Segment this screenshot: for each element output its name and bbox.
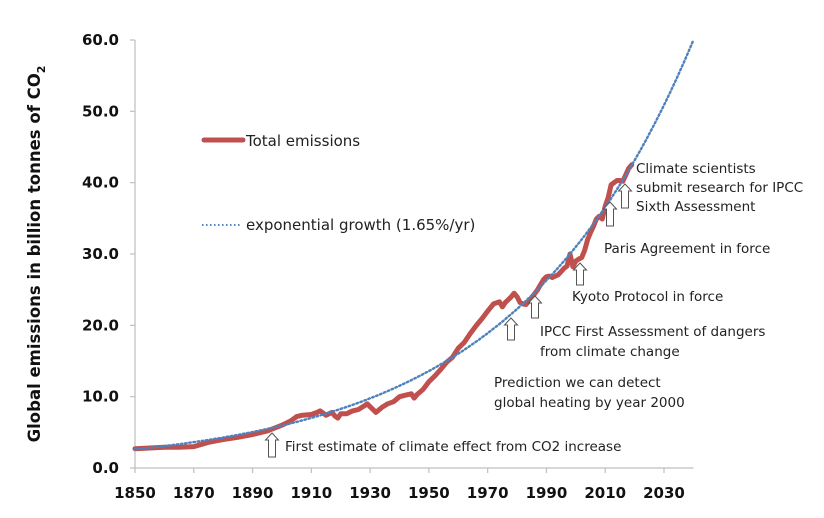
up-arrow-icon (527, 295, 543, 319)
up-arrow-icon (264, 432, 280, 458)
series-group (132, 38, 695, 452)
legend-label-exponential-growth: exponential growth (1.65%/yr) (246, 216, 475, 234)
y-tick-label: 10.0 (82, 388, 119, 406)
x-tick-label: 1970 (467, 484, 509, 502)
annotation-line: Kyoto Protocol in force (572, 289, 723, 305)
x-tick-label: 1870 (173, 484, 215, 502)
y-tick-label: 0.0 (92, 459, 119, 477)
annotation-line: global heating by year 2000 (494, 395, 685, 411)
annotation-line: submit research for IPCC (636, 180, 803, 196)
annotation-label: Prediction we can detect global heating b… (494, 375, 685, 411)
up-arrow-icon (617, 183, 633, 209)
y-axis-title-text: Global emissions in billion tonnes of CO (25, 73, 44, 442)
annotation-line: IPCC First Assessment of dangers (540, 324, 765, 340)
annotation-label: Paris Agreement in force (604, 241, 770, 257)
legend: Total emissions exponential growth (1.65%… (201, 132, 475, 234)
annotation-label: First estimate of climate effect from CO… (285, 439, 621, 455)
x-tick-label: 1950 (408, 484, 450, 502)
y-tick-label: 20.0 (82, 316, 119, 334)
series-line-exponential-growth (133, 38, 695, 451)
y-tick-label: 60.0 (82, 31, 119, 49)
y-tick-label: 40.0 (82, 174, 119, 192)
series-line-total-emissions (132, 162, 635, 452)
y-tick-label: 30.0 (82, 245, 119, 263)
annotation-line: from climate change (540, 344, 680, 360)
annotation-line: Paris Agreement in force (604, 241, 770, 257)
annotation-label: Kyoto Protocol in force (572, 289, 723, 305)
x-tick-label: 1990 (526, 484, 568, 502)
up-arrow-icon (572, 262, 588, 286)
annotations: First estimate of climate effect from CO… (264, 161, 803, 458)
up-arrow-icon (602, 201, 618, 227)
annotation-line: Sixth Assessment (636, 199, 755, 215)
y-axis-ticks: 0.0 10.0 20.0 30.0 40.0 50.0 60.0 (82, 31, 135, 477)
y-axis-title-subscript: 2 (35, 66, 48, 74)
x-axis-ticks: 1850 1870 1890 1910 1930 1950 1970 1990 2010 2030 (114, 468, 685, 502)
annotation-label: IPCC First Assessment of dangers from cli… (540, 324, 765, 360)
annotation-line: Climate scientists (636, 161, 756, 177)
up-arrow-icon (503, 317, 519, 341)
x-tick-label: 1910 (290, 484, 332, 502)
x-tick-label: 1930 (349, 484, 391, 502)
legend-label-total-emissions: Total emissions (245, 132, 360, 150)
y-axis-title: Global emissions in billion tonnes of CO… (25, 66, 48, 443)
x-tick-label: 2030 (643, 484, 685, 502)
x-tick-label: 1890 (232, 484, 274, 502)
annotation-line: Prediction we can detect (494, 375, 661, 391)
annotation-label: Climate scientists submit research for IP… (636, 161, 803, 215)
y-tick-label: 50.0 (82, 102, 119, 120)
annotation-line: First estimate of climate effect from CO… (285, 439, 621, 455)
x-tick-label: 2010 (584, 484, 626, 502)
x-tick-label: 1850 (114, 484, 156, 502)
